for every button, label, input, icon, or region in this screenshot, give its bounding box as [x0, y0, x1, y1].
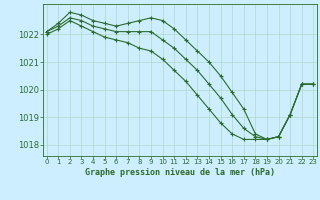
X-axis label: Graphe pression niveau de la mer (hPa): Graphe pression niveau de la mer (hPa)	[85, 168, 275, 177]
